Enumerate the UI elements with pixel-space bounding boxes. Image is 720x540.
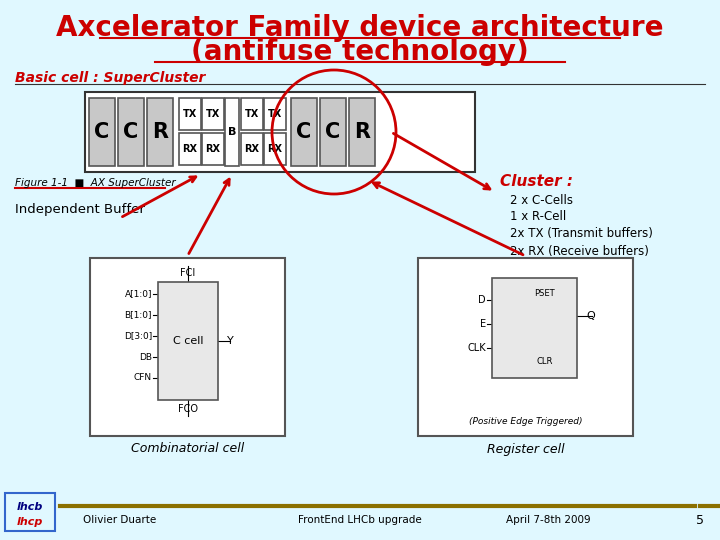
FancyBboxPatch shape: [418, 258, 633, 436]
Text: R: R: [354, 122, 370, 142]
FancyBboxPatch shape: [147, 98, 173, 166]
FancyBboxPatch shape: [291, 98, 317, 166]
FancyBboxPatch shape: [225, 98, 239, 166]
FancyBboxPatch shape: [85, 92, 475, 172]
FancyBboxPatch shape: [264, 133, 286, 165]
Text: Q: Q: [587, 311, 595, 321]
Text: FrontEnd LHCb upgrade: FrontEnd LHCb upgrade: [298, 515, 422, 525]
FancyBboxPatch shape: [89, 98, 115, 166]
Text: D[3:0]: D[3:0]: [124, 332, 152, 341]
Text: RX: RX: [205, 144, 220, 154]
Text: April 7-8th 2009: April 7-8th 2009: [505, 515, 590, 525]
FancyBboxPatch shape: [492, 278, 577, 378]
Text: lhcb: lhcb: [17, 502, 43, 512]
Text: (Positive Edge Triggered): (Positive Edge Triggered): [469, 417, 582, 427]
Text: C: C: [325, 122, 341, 142]
Text: CFN: CFN: [134, 374, 152, 382]
Text: Basic cell : SuperCluster: Basic cell : SuperCluster: [15, 71, 205, 85]
Text: FCO: FCO: [178, 404, 198, 414]
FancyBboxPatch shape: [202, 133, 224, 165]
Text: Independent Buffer: Independent Buffer: [15, 204, 145, 217]
FancyBboxPatch shape: [241, 98, 263, 130]
Text: PSET: PSET: [534, 289, 555, 299]
Text: Figure 1-1  ■  AX SuperCluster: Figure 1-1 ■ AX SuperCluster: [15, 178, 176, 188]
Text: CLR: CLR: [536, 357, 553, 367]
Text: TX: TX: [183, 109, 197, 119]
Text: 2x RX (Receive buffers): 2x RX (Receive buffers): [510, 245, 649, 258]
FancyBboxPatch shape: [179, 133, 201, 165]
Text: R: R: [152, 122, 168, 142]
Text: TX: TX: [245, 109, 259, 119]
Text: Olivier Duarte: Olivier Duarte: [84, 515, 157, 525]
Text: D: D: [478, 295, 486, 305]
Text: Cluster :: Cluster :: [500, 174, 573, 190]
Text: (antifuse technology): (antifuse technology): [191, 38, 529, 66]
FancyBboxPatch shape: [264, 98, 286, 130]
FancyBboxPatch shape: [90, 258, 285, 436]
Text: Combinatorial cell: Combinatorial cell: [131, 442, 244, 456]
Text: 2x TX (Transmit buffers): 2x TX (Transmit buffers): [510, 227, 653, 240]
FancyBboxPatch shape: [349, 98, 375, 166]
Text: TX: TX: [268, 109, 282, 119]
Text: C: C: [123, 122, 139, 142]
Text: TX: TX: [206, 109, 220, 119]
FancyBboxPatch shape: [5, 493, 55, 531]
Text: RX: RX: [268, 144, 282, 154]
Text: C cell: C cell: [173, 336, 203, 346]
FancyBboxPatch shape: [241, 133, 263, 165]
Text: RX: RX: [245, 144, 259, 154]
FancyBboxPatch shape: [179, 98, 201, 130]
Text: Axcelerator Family device architecture: Axcelerator Family device architecture: [56, 14, 664, 42]
FancyBboxPatch shape: [158, 282, 218, 400]
Text: B[1:0]: B[1:0]: [125, 310, 152, 320]
Text: Register cell: Register cell: [487, 442, 564, 456]
Text: CLK: CLK: [467, 343, 486, 353]
Text: RX: RX: [182, 144, 197, 154]
Text: E: E: [480, 319, 486, 329]
FancyBboxPatch shape: [202, 98, 224, 130]
Text: C: C: [94, 122, 109, 142]
Text: 5: 5: [696, 514, 704, 526]
FancyBboxPatch shape: [320, 98, 346, 166]
FancyBboxPatch shape: [118, 98, 144, 166]
Text: Y: Y: [227, 336, 233, 346]
Text: FCI: FCI: [181, 268, 196, 278]
Text: 2 x C-Cells: 2 x C-Cells: [510, 193, 573, 206]
Text: B: B: [228, 127, 236, 137]
Text: A[1:0]: A[1:0]: [125, 289, 152, 299]
Text: C: C: [297, 122, 312, 142]
Text: lhcp: lhcp: [17, 517, 43, 527]
Text: 1 x R-Cell: 1 x R-Cell: [510, 211, 566, 224]
Text: DB: DB: [139, 353, 152, 361]
